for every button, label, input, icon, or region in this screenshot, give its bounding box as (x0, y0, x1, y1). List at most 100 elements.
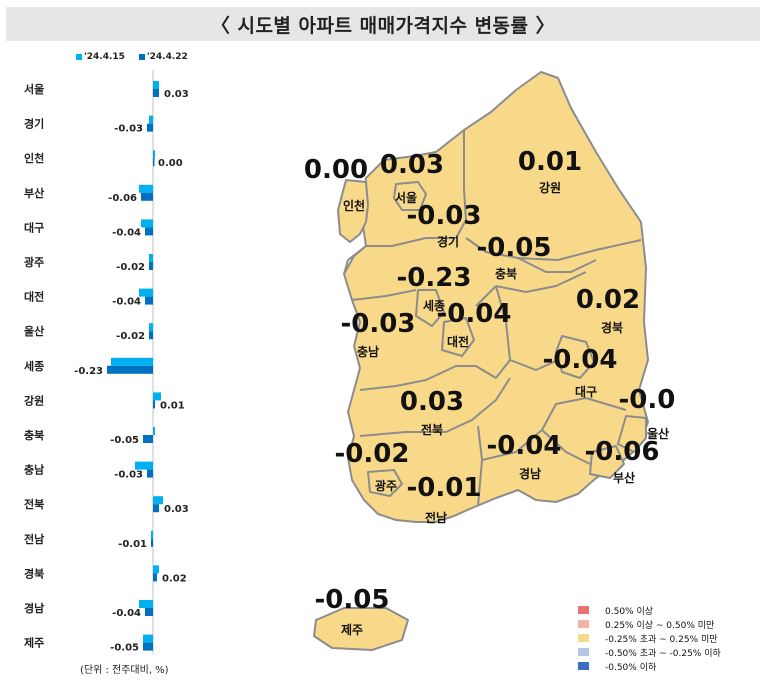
region-value: -0.03 (407, 201, 482, 231)
region-name: 서울 (395, 190, 417, 205)
jeju-island (313, 607, 409, 651)
map-shapes (313, 71, 649, 651)
category-label: 전북 (24, 497, 44, 511)
data-label: -0.06 (108, 193, 137, 204)
map-legend-row: -0.50% 이하 (578, 659, 721, 673)
region-name: 충남 (357, 344, 379, 359)
data-label: -0.04 (112, 227, 141, 238)
region-value: 0.02 (576, 285, 640, 315)
busan-region (589, 445, 625, 479)
map-legend-label: -0.50% 이하 (605, 662, 657, 673)
region-border (541, 429, 591, 465)
bar-series-2 (153, 504, 159, 513)
region-value: -0.02 (619, 385, 676, 415)
category-label: 대구 (24, 220, 44, 234)
region-value: -0.04 (437, 299, 512, 329)
bar-series-1 (149, 254, 153, 262)
page-title: 〈 시도별 아파트 매매가격지수 변동률 〉 (6, 7, 760, 41)
unit-note: (단위 : 전주대비, %) (80, 665, 169, 676)
bar-series-2 (145, 608, 153, 616)
region-border (351, 289, 417, 301)
region-border (495, 271, 587, 293)
data-label: -0.02 (116, 262, 145, 273)
region-name: 전남 (425, 510, 447, 525)
bar-series-2 (143, 642, 153, 651)
map-legend-row: 0.25% 이상 ~ 0.50% 미만 (578, 617, 721, 631)
region-value: 0.03 (380, 150, 444, 180)
bar-series-1 (139, 600, 153, 608)
region-name: 인천 (343, 198, 365, 213)
region-value: 0.00 (304, 155, 368, 185)
bar-series-2 (149, 331, 153, 340)
region-value: -0.05 (477, 233, 552, 263)
category-label: 경기 (24, 117, 44, 131)
legend-item-series-1: '24.4.15 (76, 52, 125, 62)
data-label: -0.04 (112, 608, 141, 619)
region-name: 부산 (613, 470, 635, 485)
category-label: 세종 (24, 359, 44, 373)
region-name: 경남 (519, 466, 541, 481)
bar-series-2 (141, 192, 153, 201)
daegu-region (555, 335, 595, 379)
legend-label-series-1: '24.4.15 (84, 52, 125, 62)
region-value: 0.01 (518, 147, 582, 177)
data-label: -0.23 (74, 366, 103, 377)
category-label: 경북 (24, 566, 44, 580)
daejeon-region (441, 317, 475, 357)
category-label: 인천 (24, 151, 44, 165)
region-border (495, 285, 511, 379)
map-legend-row: -0.25% 초과 ~ 0.25% 미만 (578, 631, 721, 645)
region-value: -0.04 (543, 345, 618, 375)
incheon-region (337, 179, 369, 243)
map-legend-label: 0.25% 이상 ~ 0.50% 미만 (605, 620, 715, 631)
bar-series-1 (153, 150, 155, 159)
region-name: 울산 (647, 426, 669, 441)
legend-item-series-2: '24.4.22 (138, 52, 188, 62)
region-border (475, 285, 497, 307)
ulsan-region (617, 415, 647, 453)
region-border (517, 257, 597, 273)
region-value: 0.03 (400, 387, 464, 417)
bar-series-1 (153, 496, 163, 505)
category-label: 대전 (24, 290, 44, 304)
region-name: 대전 (447, 334, 469, 349)
region-name: 광주 (375, 478, 397, 493)
region-name: 경기 (437, 234, 459, 249)
bar-series-1 (149, 115, 153, 124)
bar-chart: 서울 0.03 경기 -0.03 인천 0.00 부산 -0.06 대구 -0.04 광주 -0.02… (24, 70, 189, 654)
region-name: 세종 (423, 298, 445, 313)
bar-series-1 (111, 357, 153, 366)
bar-series-1 (153, 565, 159, 574)
bar-series-2 (149, 262, 153, 270)
region-name: 경북 (601, 321, 623, 335)
map-legend-swatch (578, 662, 589, 670)
data-label: -0.01 (118, 539, 147, 550)
region-value: -0.06 (585, 437, 660, 467)
bar-series-2 (151, 538, 153, 547)
region-border (465, 237, 642, 261)
bar-series-2 (147, 469, 153, 478)
region-border (366, 130, 467, 247)
region-name: 대구 (575, 385, 597, 399)
bar-series-2 (143, 435, 153, 443)
bar-series-1 (153, 427, 155, 435)
region-border (343, 245, 367, 275)
bar-series-1 (139, 184, 153, 193)
legend-label-series-2: '24.4.22 (146, 52, 188, 62)
legend-swatch-series-2 (138, 54, 145, 60)
gwangju-region (367, 469, 403, 497)
map-labels: 0.03서울-0.03경기0.00인천0.01강원-0.05충북-0.23세종-… (304, 147, 676, 637)
region-name: 충북 (495, 266, 517, 281)
seoul-region (393, 181, 427, 211)
bar-series-2 (145, 227, 153, 236)
map-legend-swatch (578, 606, 589, 614)
region-value: -0.03 (341, 309, 416, 339)
category-label: 충북 (24, 428, 44, 442)
region-value: -0.23 (397, 263, 472, 293)
bar-series-1 (135, 461, 153, 470)
map-legend-row: -0.50% 초과 ~ -0.25% 이하 (578, 645, 721, 659)
bar-series-2 (145, 296, 153, 305)
data-label: 0.03 (164, 89, 189, 100)
category-label: 제주 (24, 636, 44, 650)
bar-series-1 (151, 530, 153, 539)
